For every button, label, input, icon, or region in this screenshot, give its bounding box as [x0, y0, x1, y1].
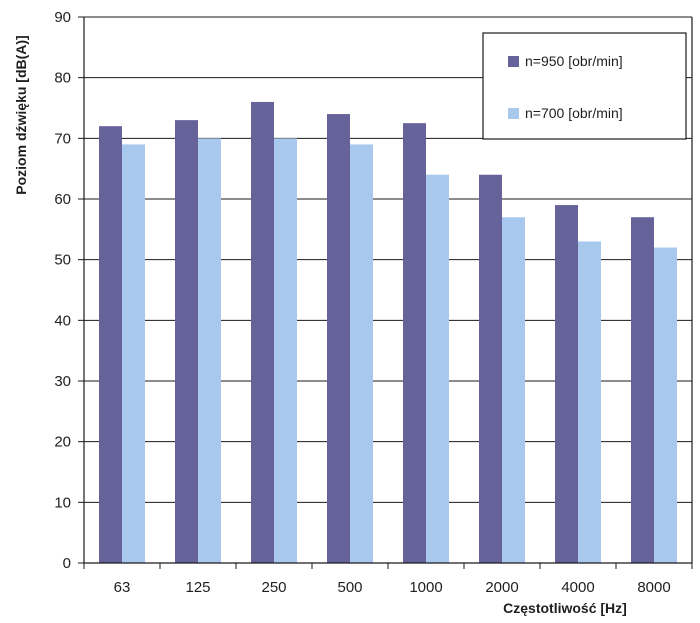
x-axis-label: Częstotliwość [Hz] [503, 600, 627, 616]
bars [99, 101, 677, 564]
bar-n950-500 [327, 114, 350, 564]
y-tick-label-30: 30 [54, 373, 71, 390]
x-tick-label-1000: 1000 [409, 579, 442, 596]
bar-n700-2000 [502, 217, 525, 563]
legend-label-n700: n=700 [obr/min] [525, 105, 623, 121]
y-tick-label-0: 0 [63, 555, 71, 572]
x-tick-label-8000: 8000 [637, 579, 670, 596]
y-tick-label-20: 20 [54, 434, 71, 451]
legend-swatch-n950 [508, 56, 519, 67]
bar-n700-1000 [426, 174, 449, 563]
legend-box [482, 32, 687, 140]
x-tick-label-125: 125 [185, 579, 210, 596]
x-tick-labels: 63 125 250 500 1000 2000 4000 8000 [114, 579, 671, 596]
x-tick-label-4000: 4000 [561, 579, 594, 596]
axes [83, 16, 693, 569]
bar-n950-8000 [631, 217, 654, 563]
bar-n950-1000 [403, 123, 426, 564]
legend: n=950 [obr/min] n=700 [obr/min] [482, 32, 687, 140]
legend-label-n950: n=950 [obr/min] [525, 53, 623, 69]
bar-n950-2000 [479, 174, 502, 563]
bar-n700-250 [274, 138, 297, 564]
y-tick-label-60: 60 [54, 191, 71, 208]
legend-swatch-n700 [508, 108, 519, 119]
y-tick-label-50: 50 [54, 252, 71, 269]
bar-n700-4000 [578, 241, 601, 563]
bar-n700-500 [350, 144, 373, 563]
x-tick-label-2000: 2000 [485, 579, 518, 596]
y-tick-label-90: 90 [54, 9, 71, 26]
bar-n700-8000 [654, 247, 677, 564]
bar-n950-4000 [555, 205, 578, 564]
bar-n700-125 [198, 138, 221, 564]
y-tick-label-70: 70 [54, 130, 71, 147]
x-tick-label-500: 500 [337, 579, 362, 596]
bar-n950-63 [99, 126, 122, 563]
bar-n950-125 [175, 120, 198, 563]
bar-n950-250 [251, 101, 274, 563]
y-tick-label-40: 40 [54, 312, 71, 329]
y-tick-label-80: 80 [54, 70, 71, 87]
y-tick-labels: 0 10 20 30 40 50 60 70 80 90 [54, 9, 71, 572]
y-axis-label: Poziom dźwięku [dB(A)] [13, 35, 29, 194]
x-tick-label-250: 250 [261, 579, 286, 596]
x-tick-label-63: 63 [114, 579, 131, 596]
bar-n700-63 [122, 144, 145, 563]
y-tick-label-10: 10 [54, 494, 71, 511]
